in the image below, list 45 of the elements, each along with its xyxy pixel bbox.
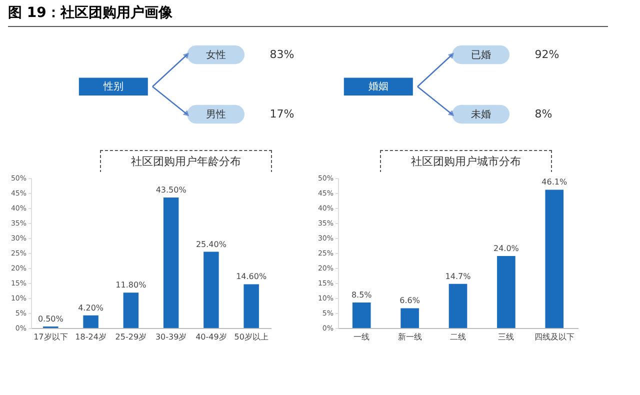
- data-label: 43.50%: [156, 186, 187, 194]
- bar: [497, 256, 516, 328]
- data-label: 92%: [534, 48, 560, 61]
- bar: [400, 308, 419, 328]
- category-label: 未婚: [470, 108, 491, 120]
- category-label: 女性: [206, 48, 226, 61]
- bar: [163, 198, 179, 328]
- x-tick-label: 新一线: [398, 332, 422, 342]
- chart-title: 社区团购用户城市分布: [380, 150, 552, 173]
- data-label: 8%: [534, 107, 552, 120]
- bar: [448, 284, 468, 328]
- caption: 图 19：社区团购用户画像: [8, 4, 608, 27]
- data-label: 6.6%: [400, 296, 420, 306]
- x-tick-label: 50岁以上: [234, 332, 268, 342]
- chart-title: 社区团购用户年龄分布: [100, 150, 272, 173]
- x-tick-label: 18-24岁: [75, 332, 106, 342]
- data-label: 14.7%: [445, 272, 472, 281]
- x-tick-label: 40-49岁: [196, 332, 227, 342]
- bar: [204, 252, 219, 328]
- x-tick-label: 四线及以下: [534, 332, 574, 342]
- category-label: 男性: [206, 108, 226, 120]
- text: 性别: [102, 80, 124, 93]
- x-tick-label: 二线: [450, 332, 466, 342]
- bar: [83, 315, 98, 328]
- data-label: 4.20%: [78, 303, 104, 312]
- bar: [123, 292, 139, 328]
- text: 婚姻: [368, 82, 388, 93]
- data-label: 25.40%: [196, 240, 227, 249]
- data-label: 24.0%: [493, 244, 520, 253]
- data-label: 8.5%: [351, 290, 372, 300]
- bar: [244, 284, 259, 328]
- x-tick-label: 30-39岁: [155, 332, 187, 342]
- x-tick-label: 三线: [498, 332, 514, 342]
- data-label: 11.80%: [116, 280, 147, 290]
- data-label: 0.50%: [38, 314, 64, 324]
- data-label: 14.60%: [236, 272, 267, 282]
- data-label: 17%: [270, 107, 294, 120]
- bar: [352, 302, 371, 328]
- data-label: 83%: [270, 48, 294, 61]
- category-label: 已婚: [470, 50, 491, 61]
- bar: [545, 190, 564, 328]
- x-tick-label: 17岁以下: [34, 332, 68, 342]
- x-tick-label: 25-29岁: [115, 332, 147, 342]
- data-label: 46.1%: [542, 178, 568, 187]
- x-tick-label: 一线: [354, 332, 370, 342]
